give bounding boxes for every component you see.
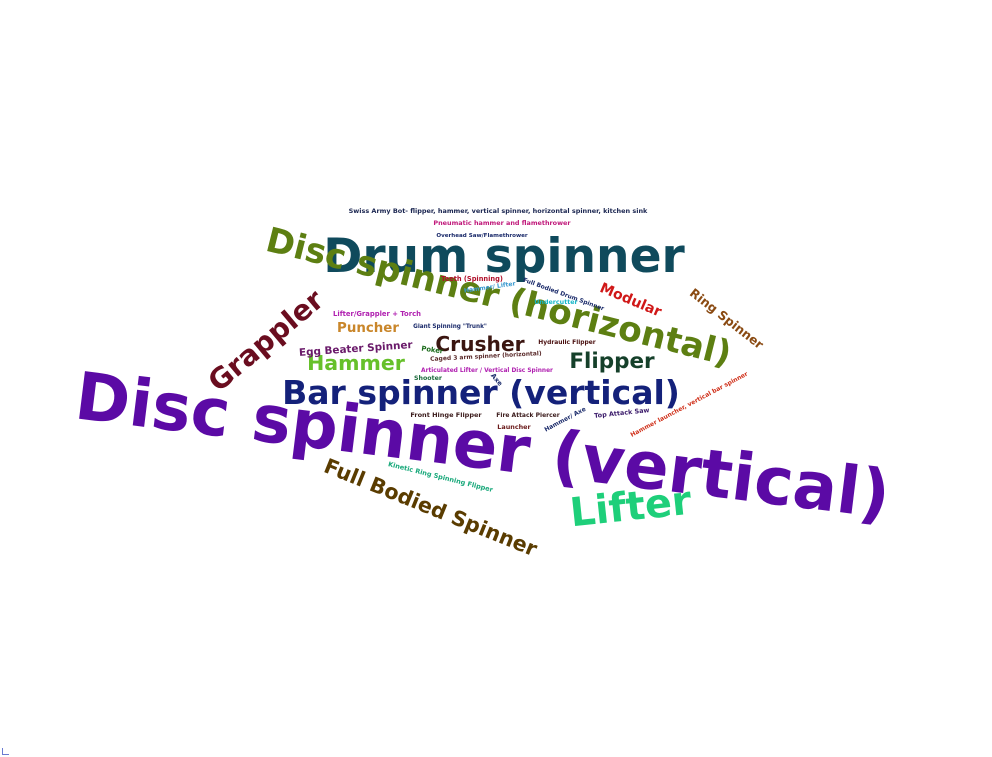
word-giant-spinning-trunk: Giant Spinning "Trunk"	[413, 324, 487, 330]
word-articulated-lifter-vertical-disc-spinner: Articulated Lifter / Vertical Disc Spinn…	[421, 368, 553, 374]
word-undercutter: Undercutter	[534, 299, 578, 306]
word-hydraulic-flipper: Hydraulic Flipper	[538, 339, 596, 346]
word-swiss-army-bot-flipper-hammer-vertical-spinner-horizontal-spinner-kitchen-sink: Swiss Army Bot- flipper, hammer, vertica…	[349, 207, 648, 215]
word-bar-spinner-vertical: Bar spinner (vertical)	[282, 373, 680, 412]
word-flipper: Flipper	[569, 349, 655, 374]
word-puncher: Puncher	[337, 321, 399, 336]
word-drum-spinner: Drum spinner	[323, 229, 685, 284]
word-teeth-spinning: Teeth (Spinning)	[441, 275, 503, 283]
word-pneumatic-hammer-and-flamethrower: Pneumatic hammer and flamethrower	[433, 219, 571, 227]
word-fire-attack-piercer: Fire Attack Piercer	[496, 412, 559, 419]
word-front-hinge-flipper: Front Hinge Flipper	[410, 411, 482, 419]
word-launcher: Launcher	[497, 423, 531, 431]
word-shooter: Shooter	[414, 375, 443, 382]
word-lifter-grappler-torch: Lifter/Grappler + Torch	[333, 310, 421, 318]
word-poker: Poker	[421, 345, 444, 356]
corner-mark	[2, 748, 9, 755]
word-crusher: Crusher	[435, 332, 524, 356]
word-hammer: Hammer	[307, 351, 406, 375]
word-overhead-saw-flamethrower: Overhead Saw/Flamethrower	[436, 233, 528, 239]
